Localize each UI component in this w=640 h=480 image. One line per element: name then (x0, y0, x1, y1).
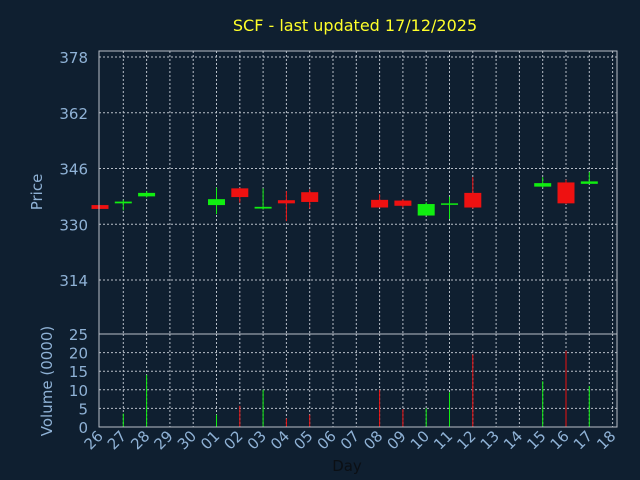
volume-layer (122, 350, 590, 427)
candle-body (417, 204, 435, 216)
candle-body (231, 188, 249, 198)
price-tick-label: 330 (59, 216, 88, 234)
volume-tick-label: 0 (78, 419, 88, 437)
volume-plot-frame (98, 333, 618, 428)
candle-body (114, 201, 132, 204)
candle-body (394, 200, 412, 206)
volume-axis-label: Volume (0000) (38, 326, 56, 436)
candle-body (254, 206, 272, 209)
candle-body (464, 192, 482, 208)
candle-body (301, 192, 319, 202)
candle-body (138, 192, 156, 197)
volume-tick-label: 5 (78, 400, 88, 418)
candle-body (208, 199, 225, 206)
volume-tick-label: 15 (69, 363, 88, 381)
candle-layer (91, 171, 598, 222)
candle-body (557, 182, 575, 204)
chart-title: SCF - last updated 17/12/2025 (233, 16, 477, 35)
price-tick-label: 346 (59, 161, 88, 179)
candle-body (534, 183, 552, 187)
candle-body (277, 200, 295, 204)
price-axis-label: Price (28, 174, 46, 211)
x-axis-label: Day (332, 457, 362, 475)
price-tick-label: 378 (59, 49, 88, 67)
price-tick-label: 314 (59, 272, 88, 290)
candle-body (441, 203, 458, 205)
candle-body (371, 199, 389, 208)
volume-tick-label: 25 (69, 326, 88, 344)
volume-tick-label: 10 (69, 382, 88, 400)
price-tick-label: 362 (59, 105, 88, 123)
candle-body (580, 181, 598, 184)
candle-body (91, 205, 109, 209)
frame-layer (98, 50, 618, 428)
volume-tick-label: 20 (69, 345, 88, 363)
